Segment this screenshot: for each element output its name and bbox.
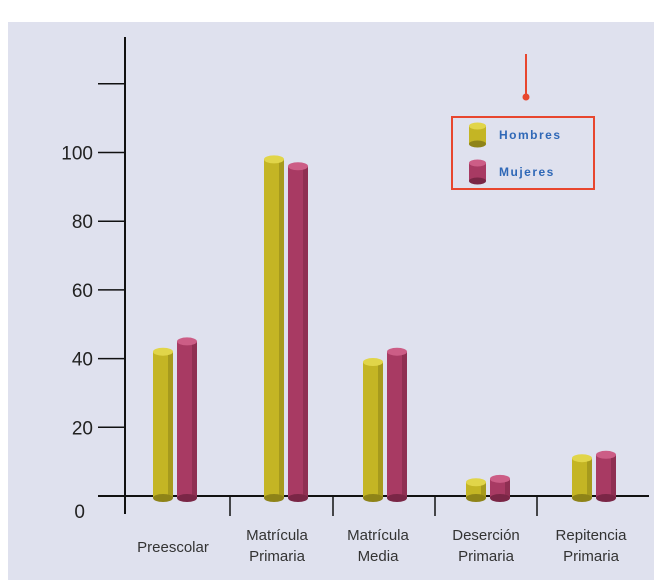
bar-shade (587, 458, 592, 498)
bar-shade (505, 478, 510, 498)
legend: Hombres Mujeres (451, 116, 595, 190)
bars (153, 155, 616, 502)
bar-hombres-3 (466, 478, 486, 502)
y-ticks: 0 20 40 60 80 100 (61, 83, 125, 523)
y-tick-label: 0 (74, 502, 85, 523)
bar-shade (303, 166, 308, 499)
category-label: Matrícula (347, 527, 409, 544)
bar-mujeres-3 (490, 474, 510, 502)
y-tick-label: 60 (72, 281, 93, 302)
chart-frame: 0 20 40 60 80 100 Preescolar Matrícula Primaria… (8, 22, 654, 580)
bar-shade (192, 341, 197, 498)
bar-mujeres-2 (387, 347, 407, 502)
bar-cap (596, 450, 616, 459)
bar-cap (153, 347, 173, 356)
bar-chart: 0 20 40 60 80 100 Preescolar Matrícula Primaria… (61, 37, 649, 565)
bar-cap (177, 337, 197, 346)
bar-hombres-0 (153, 347, 173, 502)
bar-base (288, 494, 308, 502)
legend-label: Hombres (499, 128, 562, 142)
bar-base (153, 494, 173, 502)
bar-hombres-2 (363, 358, 383, 502)
bar-base (264, 494, 284, 502)
bar-base (596, 494, 616, 502)
category-label: Deserción (452, 527, 520, 544)
bar-cap (288, 162, 308, 171)
bar-shade (611, 454, 616, 498)
bar-mujeres-4 (596, 450, 616, 502)
bar-cap (363, 358, 383, 367)
category-label: Matrícula (246, 527, 308, 544)
category-label: Primaria (563, 548, 619, 565)
bar-cap (264, 155, 284, 164)
bar-base (177, 494, 197, 502)
bar-base (572, 494, 592, 502)
bar-cap (572, 454, 592, 463)
category-label: Primaria (458, 548, 514, 565)
category-label: Media (358, 548, 400, 565)
bar-base (490, 494, 510, 502)
bar-hombres-4 (572, 454, 592, 502)
category-labels: Preescolar Matrícula Primaria Matrícula Medi… (137, 527, 627, 565)
bar-shade (481, 482, 486, 498)
bar-base (387, 494, 407, 502)
bar-hombres-1 (264, 155, 284, 502)
legend-swatch-icon (469, 122, 486, 148)
bar-cap (387, 347, 407, 356)
legend-box (451, 116, 595, 190)
bar-cap (490, 474, 510, 483)
category-label: Preescolar (137, 539, 209, 556)
category-label: Repitencia (556, 527, 628, 544)
bar-base (363, 494, 383, 502)
legend-swatch-icon (469, 159, 486, 185)
legend-label: Mujeres (499, 165, 555, 179)
category-label: Primaria (249, 548, 305, 565)
bar-shade (402, 351, 407, 498)
y-tick-label: 20 (72, 418, 93, 439)
bar-cap (466, 478, 486, 487)
category-separators (229, 496, 538, 516)
bar-base (466, 494, 486, 502)
bar-shade (168, 351, 173, 498)
bar-shade (378, 362, 383, 498)
bar-shade (279, 159, 284, 498)
bar-mujeres-0 (177, 337, 197, 502)
y-tick-label: 80 (72, 212, 93, 233)
bar-mujeres-1 (288, 162, 308, 502)
y-tick-label: 40 (72, 350, 93, 371)
y-tick-label: 100 (61, 144, 93, 165)
legend-pointer-dot (522, 93, 530, 101)
